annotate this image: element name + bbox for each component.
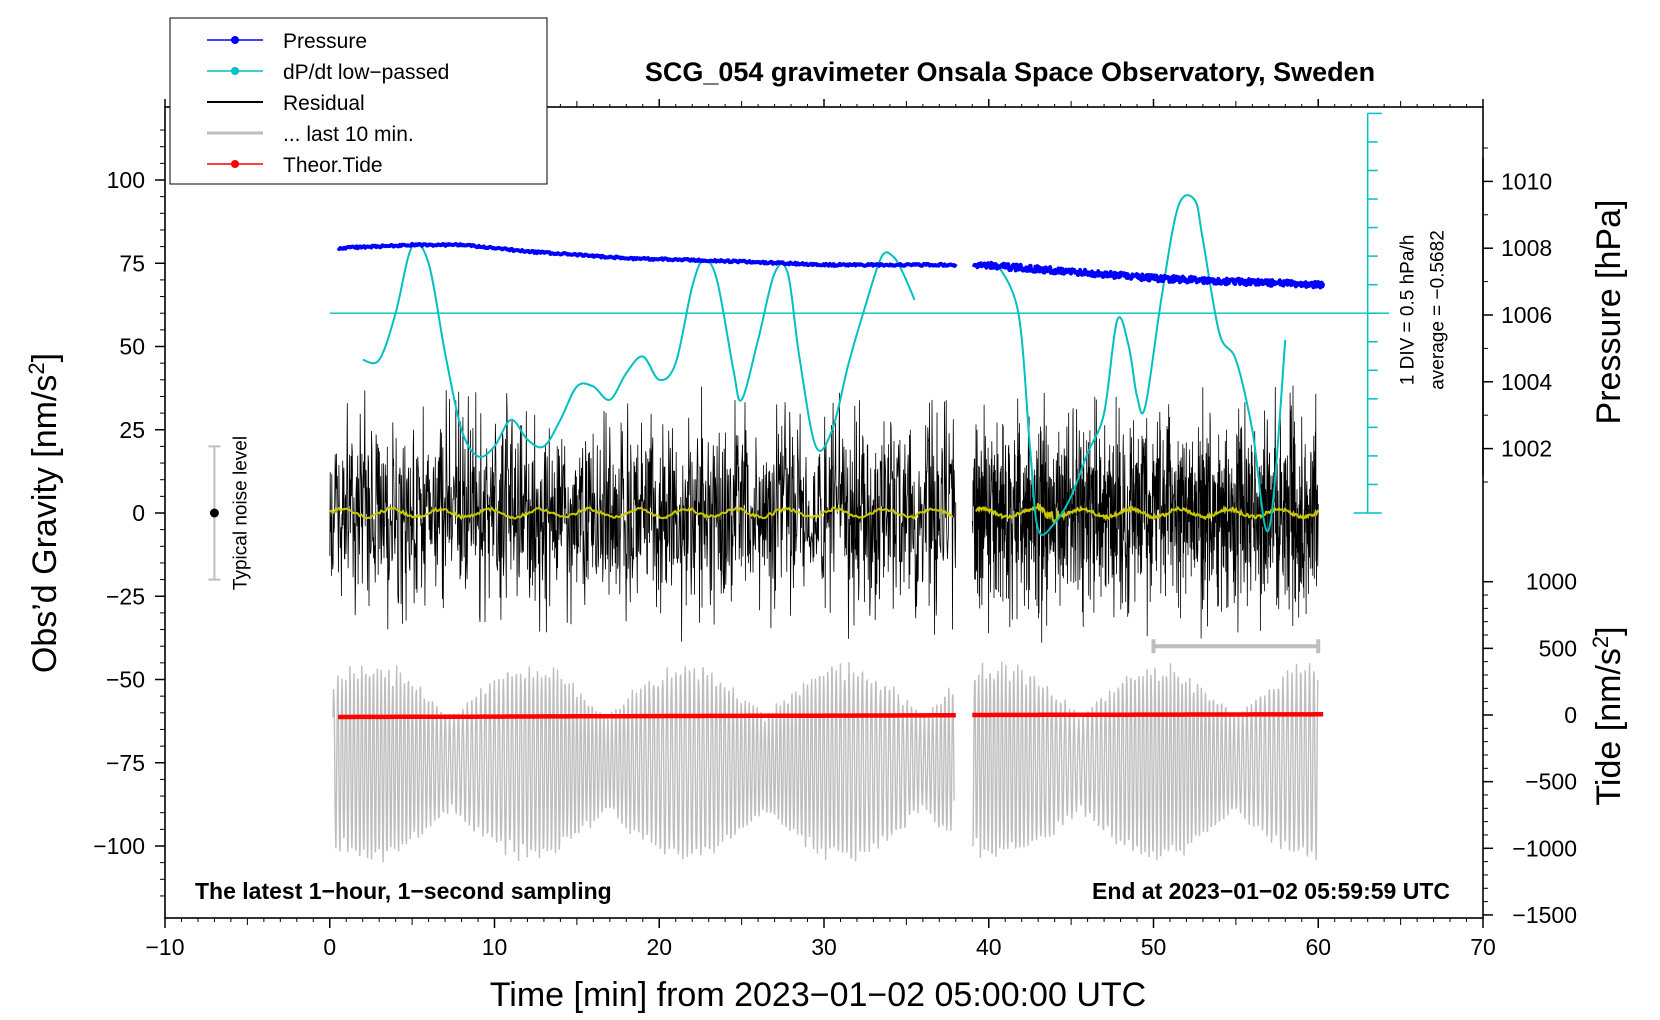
tide-tick-label: −500 — [1525, 769, 1577, 795]
gravity-tick-label: −100 — [93, 833, 145, 859]
x-tick-label: 60 — [1305, 934, 1331, 960]
scale-bar-average: average = −0.5682 — [1428, 230, 1449, 390]
gravity-axis-ticks: 100 75 50 25 0 −25 −50 −75 −100 — [93, 129, 165, 897]
pressure-tick-label: 1008 — [1501, 235, 1552, 261]
tide-tick-label: 0 — [1564, 702, 1577, 728]
data-layer — [329, 194, 1390, 863]
tide-tick-label: 500 — [1539, 635, 1577, 661]
residual-lowpass-line — [329, 505, 954, 520]
tide-tick-label: −1500 — [1512, 902, 1577, 928]
x-tick-label: 30 — [811, 934, 837, 960]
gravity-tick-label: 75 — [119, 250, 145, 276]
legend-marker-pressure — [231, 36, 239, 44]
last-10-min-line — [332, 662, 955, 863]
residual-line — [329, 386, 957, 642]
pressure-tick-label: 1006 — [1501, 302, 1552, 328]
dpdt-scale-bar: 1 DIV = 0.5 hPa/h average = −0.5682 — [1353, 112, 1449, 514]
legend-marker-dpdt — [231, 67, 239, 75]
x-tick-label: 20 — [646, 934, 672, 960]
scale-bar-label: 1 DIV = 0.5 hPa/h — [1398, 235, 1419, 386]
gravity-tick-label: −50 — [106, 667, 145, 693]
last-10-min-line — [971, 661, 1319, 861]
gravity-tick-label: −25 — [106, 583, 145, 609]
svg-text:Residual: Residual — [283, 92, 365, 115]
x-tick-label: 0 — [323, 934, 336, 960]
gravity-tick-label: 50 — [119, 334, 145, 360]
gravity-axis-label: Obs’d Gravity [nm/s2] — [24, 353, 64, 673]
gravity-tick-label: 100 — [107, 167, 145, 193]
theor-tide-line — [338, 713, 956, 720]
legend-item-pressure: Pressure — [207, 30, 367, 53]
end-time-note: End at 2023−01−02 05:59:59 UTC — [1092, 878, 1450, 904]
gravity-tick-label: −75 — [106, 750, 145, 776]
gravity-tick-label: 0 — [132, 500, 145, 526]
x-tick-label: 70 — [1470, 934, 1496, 960]
legend-marker-theor-tide — [231, 160, 239, 168]
svg-text:dP/dt low−passed: dP/dt low−passed — [283, 61, 449, 84]
svg-text:... last 10 min.: ... last 10 min. — [283, 123, 414, 146]
pressure-tick-label: 1002 — [1501, 436, 1552, 462]
chart-title: SCG_054 gravimeter Onsala Space Observat… — [645, 57, 1375, 87]
legend-item-last-10-min: ... last 10 min. — [207, 123, 414, 146]
residual-lowpass-line — [974, 503, 1320, 525]
tide-axis-label: Tide [nm/s2] — [1588, 626, 1628, 805]
sampling-note: The latest 1−hour, 1−second sampling — [195, 878, 612, 904]
theor-tide-line — [972, 712, 1324, 718]
x-tick-label: 40 — [976, 934, 1002, 960]
dpdt-line — [996, 194, 1287, 536]
pressure-tick-label: 1004 — [1501, 369, 1552, 395]
x-axis-ticks: −10 0 10 20 30 40 50 60 70 — [145, 99, 1496, 960]
svg-text:Theor.Tide: Theor.Tide — [283, 154, 383, 177]
noise-center-dot — [209, 508, 219, 518]
pressure-line — [971, 260, 1326, 290]
x-tick-label: 50 — [1141, 934, 1167, 960]
gravity-tick-label: 25 — [119, 417, 145, 443]
residual-line — [971, 385, 1319, 643]
tide-tick-label: −1000 — [1512, 835, 1577, 861]
legend-item-dpdt: dP/dt low−passed — [207, 61, 449, 84]
tide-axis-ticks: 1000 500 0 −500 −1000 −1500 — [1483, 569, 1577, 928]
pressure-axis-ticks: 1010 1008 1006 1004 1002 — [1482, 147, 1552, 483]
pressure-line — [336, 241, 958, 268]
pressure-axis-label: Pressure [hPa] — [1590, 200, 1628, 425]
x-tick-label: 10 — [482, 934, 508, 960]
dpdt-line — [362, 242, 916, 459]
legend-item-residual: Residual — [207, 92, 365, 115]
pressure-tick-label: 1010 — [1501, 168, 1552, 194]
legend: Pressure dP/dt low−passed Residual ... l… — [169, 17, 548, 185]
noise-level-indicator: Typical noise level — [208, 436, 251, 590]
x-axis-label: Time [min] from 2023−01−02 05:00:00 UTC — [490, 976, 1146, 1014]
svg-text:Pressure: Pressure — [283, 30, 367, 53]
tide-tick-label: 1000 — [1526, 569, 1577, 595]
legend-item-theor-tide: Theor.Tide — [207, 154, 383, 177]
x-tick-label: −10 — [145, 934, 184, 960]
noise-level-label: Typical noise level — [230, 436, 251, 590]
